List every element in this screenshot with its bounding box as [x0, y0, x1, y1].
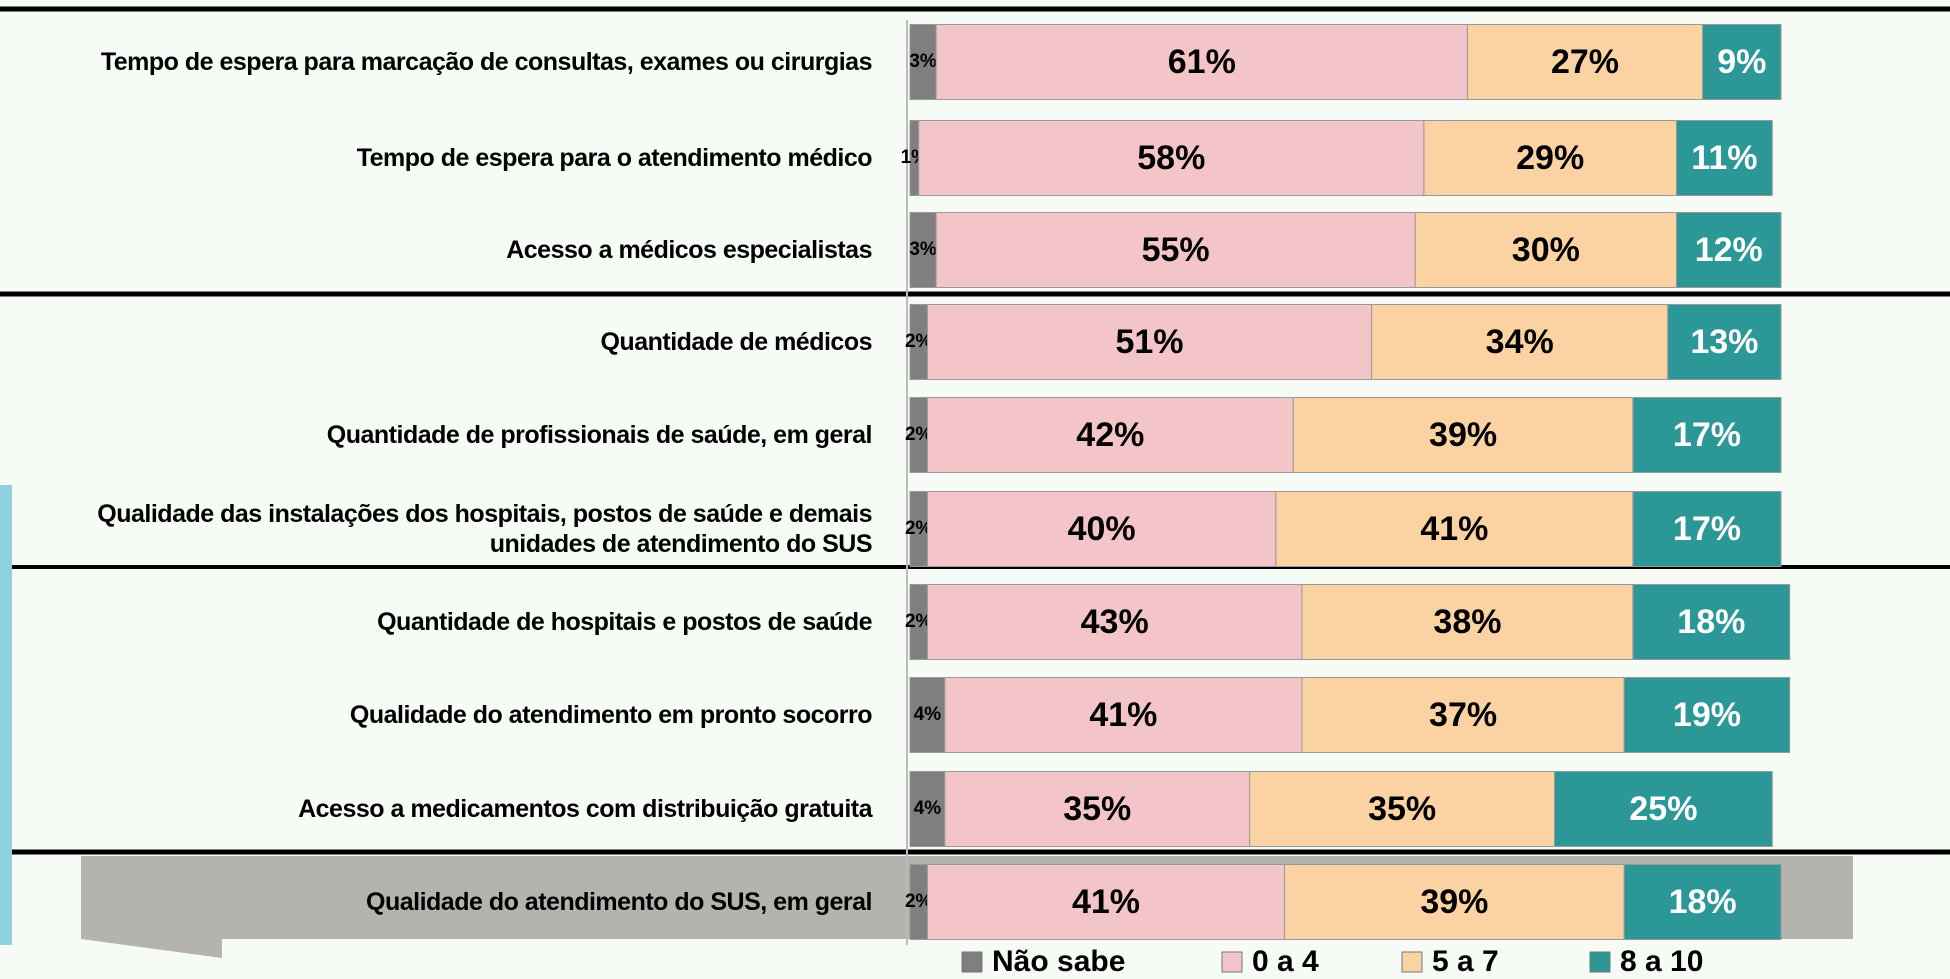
bar-segment: [926, 491, 1277, 567]
bar-segment: [926, 304, 1373, 380]
data-label: 2%: [905, 611, 933, 632]
data-label: 2%: [905, 331, 933, 352]
category-label: Quantidade de profissionais de saúde, em…: [326, 421, 873, 449]
bar-segment: [1675, 120, 1773, 196]
bar-segment: [1284, 864, 1625, 940]
bar-segment: [909, 24, 937, 100]
data-label: 17%: [1673, 416, 1741, 454]
category-label: Tempo de espera para o atendimento médic…: [356, 144, 873, 172]
data-label: 42%: [1076, 416, 1144, 454]
data-label: 13%: [1690, 323, 1758, 361]
bar-segment: [935, 24, 1468, 100]
bar-segment: [1554, 771, 1773, 847]
legend-swatch: [1221, 951, 1243, 973]
data-label: 4%: [914, 798, 942, 819]
legend-label: 8 a 10: [1620, 945, 1703, 978]
data-label: 55%: [1142, 231, 1210, 269]
legend-label: Não sabe: [992, 945, 1125, 978]
bar-segment: [935, 212, 1416, 288]
data-label: 17%: [1673, 510, 1741, 548]
bar-segment: [1301, 584, 1634, 660]
data-label: 58%: [1137, 139, 1205, 177]
data-label: 11%: [1691, 139, 1757, 177]
category-label: Acesso a medicamentos com distribuição g…: [298, 795, 872, 823]
bar-segment: [1632, 584, 1791, 660]
bar-segment: [1414, 212, 1677, 288]
data-label: 3%: [909, 239, 937, 260]
category-label: Qualidade do atendimento do SUS, em gera…: [366, 888, 872, 916]
bar-segment: [1702, 24, 1782, 100]
data-label: 41%: [1072, 883, 1140, 921]
data-label: 40%: [1068, 510, 1136, 548]
data-label: 2%: [905, 424, 933, 445]
legend-swatch: [961, 951, 983, 973]
data-label: 19%: [1673, 696, 1741, 734]
data-label: 29%: [1516, 139, 1584, 177]
data-label: 38%: [1433, 603, 1501, 641]
data-label: 35%: [1063, 790, 1131, 828]
category-label: Qualidade das instalações dos hospitais,…: [97, 500, 872, 558]
data-label: 34%: [1486, 323, 1554, 361]
data-label: 2%: [905, 891, 933, 912]
data-label: 30%: [1512, 231, 1580, 269]
category-label: Tempo de espera para marcação de consult…: [100, 48, 873, 76]
data-label: 43%: [1081, 603, 1149, 641]
bar-segment: [1623, 864, 1782, 940]
data-label: 9%: [1717, 43, 1766, 81]
data-label: 4%: [914, 704, 942, 725]
bar-segment: [1667, 304, 1782, 380]
bar-segment: [926, 397, 1294, 473]
category-label: Qualidade do atendimento em pronto socor…: [349, 701, 873, 729]
bar-segment: [918, 120, 1425, 196]
data-label: 27%: [1551, 43, 1619, 81]
side-strip: [0, 485, 12, 945]
data-label: 25%: [1629, 790, 1697, 828]
bar-segment: [1292, 397, 1634, 473]
bar-segment: [1632, 491, 1782, 567]
category-label: Acesso a médicos especialistas: [506, 236, 872, 264]
data-label: 39%: [1420, 883, 1488, 921]
data-label: 18%: [1669, 883, 1737, 921]
legend-label: 0 a 4: [1252, 945, 1319, 978]
bar-segment: [926, 864, 1286, 940]
bar-segment: [909, 212, 937, 288]
bar-segment: [1371, 304, 1669, 380]
bar-segment: [1675, 212, 1782, 288]
data-label: 37%: [1429, 696, 1497, 734]
legend-label: 5 a 7: [1432, 945, 1499, 978]
data-label: 35%: [1368, 790, 1436, 828]
bar-segment: [1249, 771, 1556, 847]
legend-swatch: [1401, 951, 1423, 973]
bar-segment: [1623, 677, 1791, 753]
data-label: 61%: [1168, 43, 1236, 81]
data-label: 39%: [1429, 416, 1497, 454]
bar-segment: [909, 771, 946, 847]
category-label: Quantidade de médicos: [600, 328, 872, 356]
data-label: 12%: [1695, 231, 1763, 269]
bar-segment: [944, 677, 1303, 753]
data-label: 51%: [1115, 323, 1183, 361]
data-label: 41%: [1089, 696, 1157, 734]
data-label: 41%: [1420, 510, 1488, 548]
data-label: 2%: [905, 518, 933, 539]
data-label: 3%: [909, 51, 937, 72]
bar-segment: [909, 677, 946, 753]
bar-segment: [1466, 24, 1704, 100]
category-label: Quantidade de hospitais e postos de saúd…: [377, 608, 872, 636]
data-label: 18%: [1677, 603, 1745, 641]
bar-segment: [944, 771, 1251, 847]
bar-segment: [1632, 397, 1782, 473]
legend-swatch: [1589, 951, 1611, 973]
